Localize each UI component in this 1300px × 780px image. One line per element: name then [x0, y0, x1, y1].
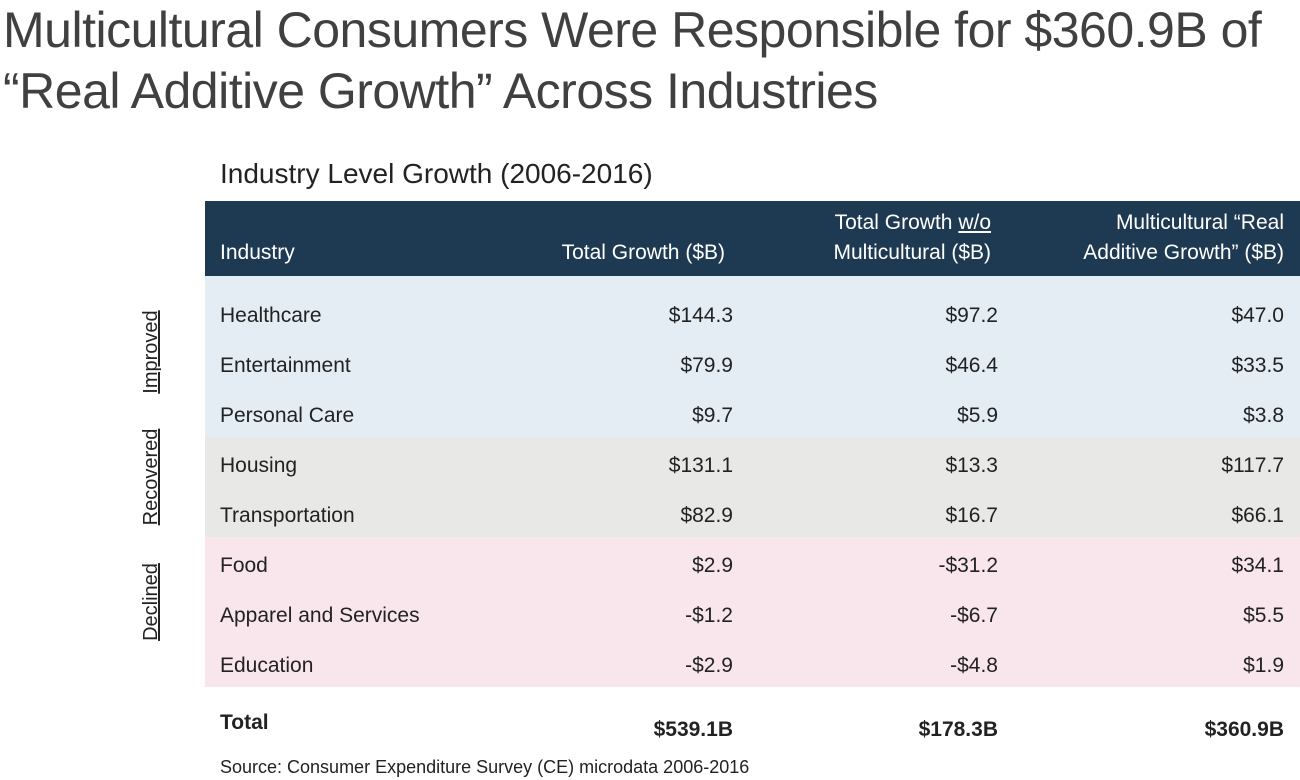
table-row: Education -$2.9 -$4.8 $1.9 [205, 637, 1300, 687]
multicultural-growth-cell: $117.7 [1221, 454, 1284, 477]
multicultural-growth-cell: $1.9 [1243, 654, 1284, 677]
header-mc-line-2: Additive Growth” ($B) [1083, 241, 1284, 264]
without-multicultural-sum: $178.3B [918, 718, 998, 741]
total-growth-cell: -$2.9 [685, 654, 733, 677]
title-line-1: Multicultural Consumers Were Responsible… [3, 2, 1262, 58]
table-row: Transportation $82.9 $16.7 $66.1 [205, 487, 1300, 537]
table-row: Healthcare $144.3 $97.2 $47.0 [205, 276, 1300, 337]
table-row: Food $2.9 -$31.2 $34.1 [205, 537, 1300, 587]
total-label: Total [220, 711, 269, 734]
header-wo-line-2: Multicultural ($B) [833, 241, 991, 264]
industry-cell: Housing [220, 454, 298, 477]
without-multicultural-cell: -$4.8 [950, 654, 998, 677]
without-multicultural-cell: $97.2 [945, 304, 998, 327]
multicultural-growth-cell: $66.1 [1231, 504, 1284, 527]
industry-cell: Healthcare [220, 304, 322, 327]
total-growth-cell: $82.9 [680, 504, 733, 527]
table-row: Apparel and Services -$1.2 -$6.7 $5.5 [205, 587, 1300, 637]
industry-cell: Personal Care [220, 404, 355, 427]
without-multicultural-cell: $13.3 [945, 454, 998, 477]
total-growth-cell: $79.9 [680, 354, 733, 377]
total-growth-sum: $539.1B [653, 718, 733, 741]
header-total-growth: Total Growth ($B) [561, 241, 725, 264]
multicultural-growth-cell: $33.5 [1231, 354, 1284, 377]
without-multicultural-cell: $46.4 [945, 354, 998, 377]
industry-cell: Transportation [220, 504, 355, 527]
total-row: Total $539.1B $178.3B $360.9B [205, 687, 1300, 767]
header-mc-line-1: Multicultural “Real [1115, 211, 1284, 234]
header-wo-underlined: w/o [958, 211, 991, 234]
page-title: Multicultural Consumers Were Responsible… [3, 0, 1262, 122]
table-row: Personal Care $9.7 $5.9 $3.8 [205, 387, 1300, 437]
industry-growth-table: Industry Total Growth ($B) Total Growth … [205, 201, 1300, 767]
header-industry: Industry [220, 241, 295, 264]
industry-cell: Education [220, 654, 314, 677]
total-growth-cell: $9.7 [692, 404, 733, 427]
multicultural-growth-cell: $47.0 [1231, 304, 1284, 327]
without-multicultural-cell: $16.7 [945, 504, 998, 527]
header-wo-line-1: Total Growth w/o [834, 211, 991, 234]
title-line-2: “Real Additive Growth” Across Industries [3, 63, 878, 119]
header-multicultural-growth: Multicultural “Real Additive Growth” ($B… [1083, 208, 1284, 268]
table-row: Entertainment $79.9 $46.4 $33.5 [205, 337, 1300, 387]
industry-cell: Food [220, 554, 268, 577]
total-growth-cell: -$1.2 [685, 604, 733, 627]
source-note: Source: Consumer Expenditure Survey (CE)… [220, 757, 750, 777]
table-subtitle: Industry Level Growth (2006-2016) [220, 158, 653, 189]
multicultural-growth-cell: $3.8 [1243, 404, 1284, 427]
total-growth-cell: $2.9 [692, 554, 733, 577]
multicultural-growth-cell: $34.1 [1231, 554, 1284, 577]
industry-cell: Apparel and Services [220, 604, 420, 627]
total-growth-cell: $131.1 [668, 454, 733, 477]
header-growth-without-multicultural: Total Growth w/o Multicultural ($B) [833, 208, 991, 268]
multicultural-growth-cell: $5.5 [1243, 604, 1284, 627]
table-header: Industry Total Growth ($B) Total Growth … [205, 201, 1300, 276]
without-multicultural-cell: $5.9 [957, 404, 998, 427]
total-growth-cell: $144.3 [668, 304, 733, 327]
table-row: Housing $131.1 $13.3 $117.7 [205, 437, 1300, 487]
without-multicultural-cell: -$6.7 [950, 604, 998, 627]
group-label-improved: Improved [140, 310, 162, 394]
industry-cell: Entertainment [220, 354, 351, 377]
without-multicultural-cell: -$31.2 [938, 554, 998, 577]
group-label-recovered: Recovered [140, 428, 162, 526]
multicultural-growth-sum: $360.9B [1204, 718, 1284, 741]
group-label-declined: Declined [140, 563, 162, 641]
